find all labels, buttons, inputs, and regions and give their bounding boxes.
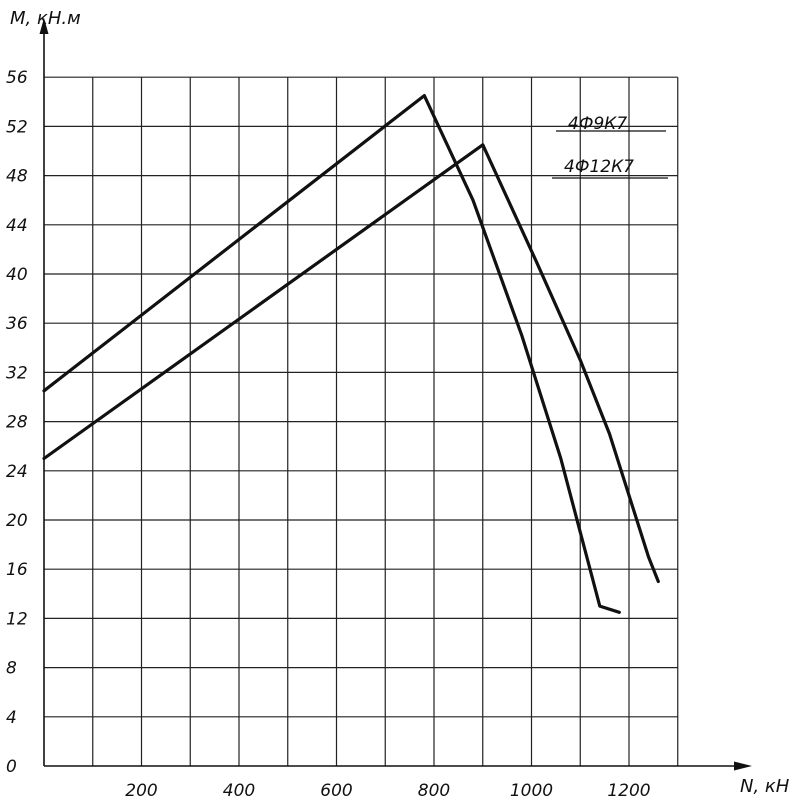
y-tick-label: 36 <box>6 314 28 334</box>
x-axis-arrow <box>734 761 752 771</box>
y-tick-label: 20 <box>6 511 28 531</box>
x-tick-label: 400 <box>223 781 255 801</box>
legend: 4Ф9К7 4Ф12К7 <box>552 114 668 179</box>
legend-label-series-2: 4Ф12К7 <box>564 157 634 177</box>
y-tick-label: 8 <box>6 659 17 679</box>
grid <box>44 76 679 766</box>
y-axis-label: M, кН.м <box>10 8 81 29</box>
x-tick-label: 200 <box>125 781 157 801</box>
x-tick-label: 800 <box>418 781 450 801</box>
y-tick-label: 56 <box>6 68 28 88</box>
legend-label-series-1: 4Ф9К7 <box>568 114 627 134</box>
y-tick-label: 40 <box>6 265 28 285</box>
y-tick-label: 52 <box>6 117 28 137</box>
series-line-2 <box>42 143 660 584</box>
series <box>42 93 660 614</box>
x-tick-label: 1200 <box>607 781 650 801</box>
y-tick-label: 16 <box>6 560 28 580</box>
y-tick-label: 12 <box>6 609 28 629</box>
y-tick-label: 32 <box>6 363 28 383</box>
y-axis-arrow <box>39 18 49 34</box>
y-tick-label: 24 <box>6 462 28 482</box>
y-tick-label: 0 <box>6 757 17 777</box>
tick-labels: 200 400 600 800 1000 120004812162024283236404… <box>6 68 651 801</box>
axes: M, кН.м N, кН <box>10 8 790 797</box>
x-tick-label: 1000 <box>510 781 553 801</box>
series-line-1 <box>42 93 621 614</box>
x-tick-label: 600 <box>320 781 352 801</box>
y-tick-label: 48 <box>6 167 28 187</box>
y-tick-label: 28 <box>6 413 28 433</box>
x-axis-label: N, кН <box>740 776 790 797</box>
y-tick-label: 44 <box>6 216 28 236</box>
y-tick-label: 4 <box>6 708 17 728</box>
